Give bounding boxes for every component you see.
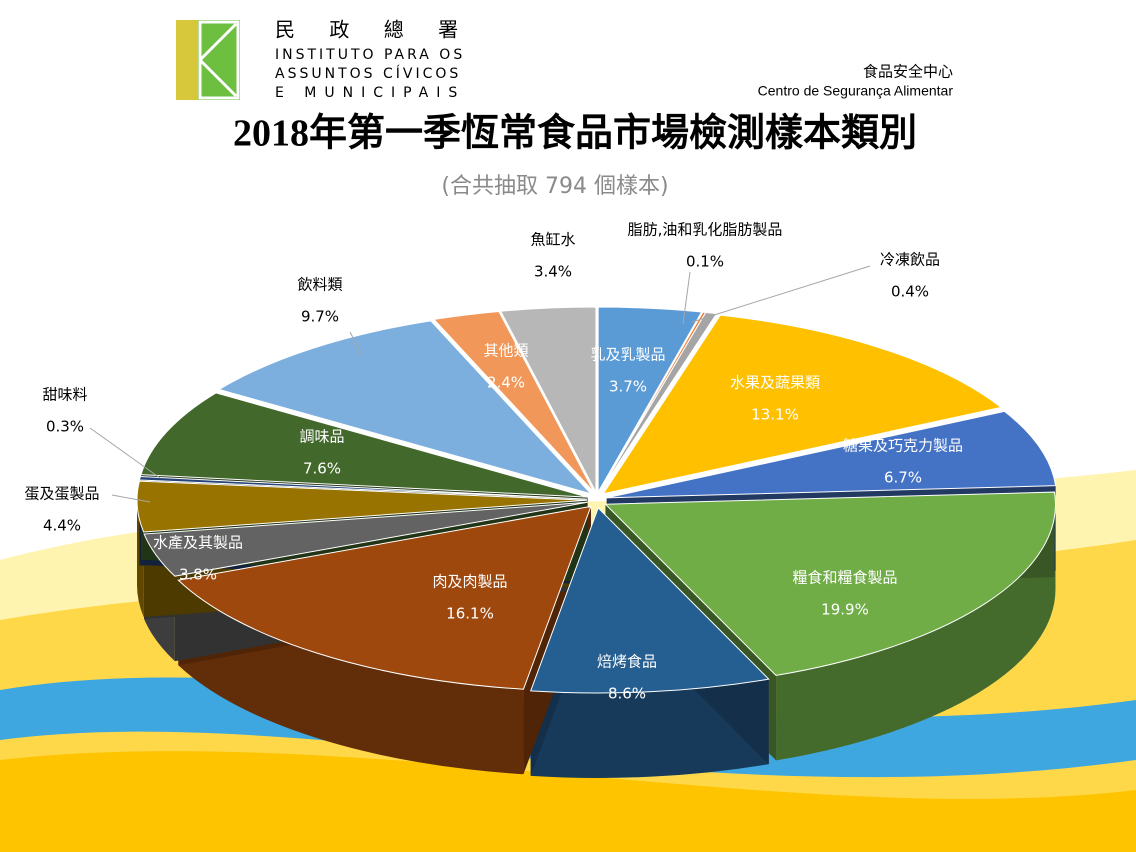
category-label: 水果及蔬果類 [730, 374, 820, 392]
value-label: 3.4% [534, 263, 572, 281]
category-label: 其他類 [483, 342, 528, 360]
category-label: 甜味料 [42, 386, 87, 404]
value-label: 6.7% [884, 469, 922, 487]
leader-line [111, 494, 151, 503]
logo-line: INSTITUTO PARA OS [275, 47, 465, 63]
chart-title: 2018年第一季恆常食品市場檢測樣本類別 [233, 113, 917, 155]
logo-line: E MUNICIPAIS [275, 85, 465, 101]
category-label: 水產及其製品 [153, 534, 243, 552]
bg-swoosh [0, 751, 1136, 852]
category-label: 乳及乳製品 [590, 346, 665, 364]
slice [530, 507, 770, 694]
category-label: 焙烤食品 [597, 653, 657, 671]
center-name-pt: Centro de Segurança Alimentar [758, 83, 954, 99]
value-label: 8.6% [608, 685, 646, 703]
value-label: 0.3% [46, 418, 84, 436]
value-label: 16.1% [446, 605, 494, 623]
category-label: 調味品 [299, 428, 344, 446]
slice-side [178, 580, 524, 775]
category-label: 魚缸水 [530, 231, 575, 249]
slice [606, 410, 1057, 499]
value-label: 13.1% [751, 406, 799, 424]
slice [138, 476, 588, 500]
slice [143, 501, 588, 577]
logo-name: 民 政 總 署 [275, 18, 472, 42]
slice [433, 310, 595, 493]
value-label: 7.6% [303, 460, 341, 478]
leader-line [682, 271, 691, 325]
slice [140, 392, 588, 498]
category-label: 冷凍飲品 [880, 251, 940, 269]
slice [602, 314, 1003, 495]
slice-side [776, 504, 1056, 761]
value-label: 0.4% [891, 283, 929, 301]
slice [499, 306, 597, 493]
value-label: 3.8% [179, 566, 217, 584]
value-label: 0.1% [686, 253, 724, 271]
value-label: 2.4% [487, 374, 525, 392]
logo [176, 20, 240, 100]
slice [217, 320, 593, 495]
value-label: 4.4% [43, 517, 81, 535]
category-label: 蛋及蛋製品 [24, 485, 99, 503]
category-label: 飲料類 [297, 276, 342, 294]
slice [599, 311, 718, 493]
leader-line [89, 427, 161, 479]
leader-line [349, 331, 363, 356]
value-label: 3.7% [609, 378, 647, 396]
category-label: 糖果及巧克力製品 [843, 437, 963, 455]
slice [597, 306, 703, 494]
value-label: 9.7% [301, 308, 339, 326]
leader-line [691, 265, 871, 323]
slice [136, 480, 588, 533]
slice [604, 491, 1056, 676]
center-name: 食品安全中心 [863, 63, 953, 81]
category-label: 脂肪,油和乳化脂肪製品 [628, 221, 783, 239]
logo-line: ASSUNTOS CÍVICOS [275, 65, 461, 82]
category-label: 糧食和糧食製品 [792, 569, 897, 587]
value-label: 19.9% [821, 601, 869, 619]
slice [177, 505, 592, 690]
category-label: 肉及肉製品 [432, 573, 507, 591]
chart-subtitle: (合共抽取 794 個樣本) [441, 174, 668, 199]
